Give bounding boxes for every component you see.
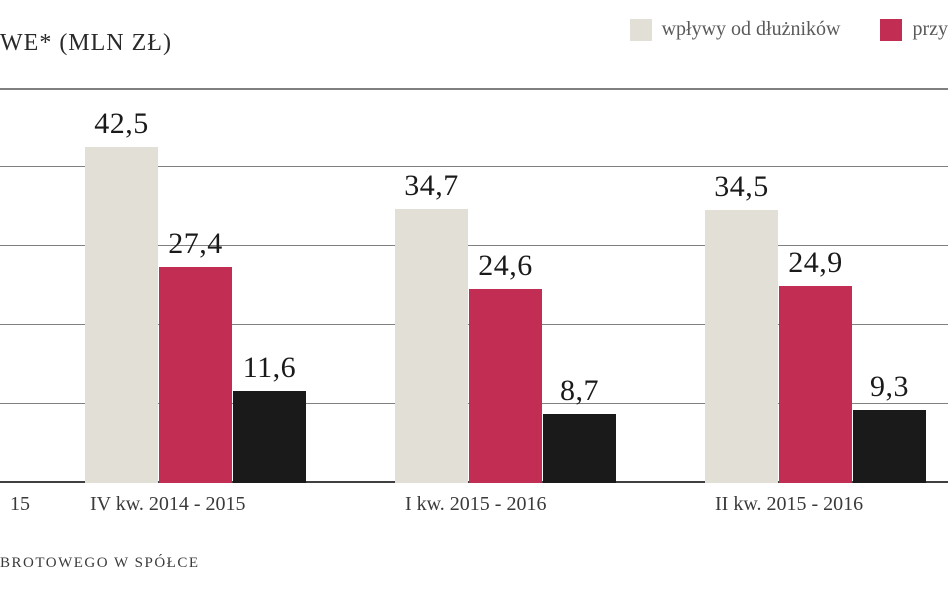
x-axis-label: IV kw. 2014 - 2015: [90, 493, 246, 516]
bar: [159, 267, 232, 483]
legend-label: wpływy od dłużników: [662, 18, 841, 41]
x-axis-label: I kw. 2015 - 2016: [405, 493, 546, 516]
chart-footnote-fragment: BROTOWEGO W SPÓŁCE: [0, 555, 200, 572]
chart-legend: wpływy od dłużników przy: [630, 18, 948, 41]
bar-value-label: 8,7: [533, 374, 626, 408]
bar: [779, 286, 852, 483]
legend-swatch: [880, 19, 902, 41]
bar-value-label: 24,9: [769, 246, 862, 280]
bar-chart: ,242,527,411,634,724,68,734,524,99,3 15I…: [0, 88, 948, 528]
bar: [85, 147, 158, 483]
x-axis-label: II kw. 2015 - 2016: [715, 493, 863, 516]
bar-value-label: 34,5: [695, 170, 788, 204]
bar-value-label: 11,6: [223, 351, 316, 385]
bar-value-label: 24,6: [459, 249, 552, 283]
bar: [469, 289, 542, 483]
bar-value-label: 42,5: [75, 107, 168, 141]
legend-item: wpływy od dłużników: [630, 18, 841, 41]
legend-label: przy: [912, 18, 948, 41]
bar: [395, 209, 468, 483]
legend-item: przy: [880, 18, 948, 41]
bar: [233, 391, 306, 483]
bar-value-label: 9,3: [843, 370, 936, 404]
bar: [853, 410, 926, 483]
bar: [705, 210, 778, 483]
bar: [543, 414, 616, 483]
plot-area: ,242,527,411,634,724,68,734,524,99,3: [0, 88, 948, 483]
legend-swatch: [630, 19, 652, 41]
chart-title-fragment: WE* (MLN ZŁ): [0, 30, 172, 57]
bar-value-label: 27,4: [149, 227, 242, 261]
x-axis-label: 15: [10, 493, 30, 516]
bar-value-label: 34,7: [385, 169, 478, 203]
